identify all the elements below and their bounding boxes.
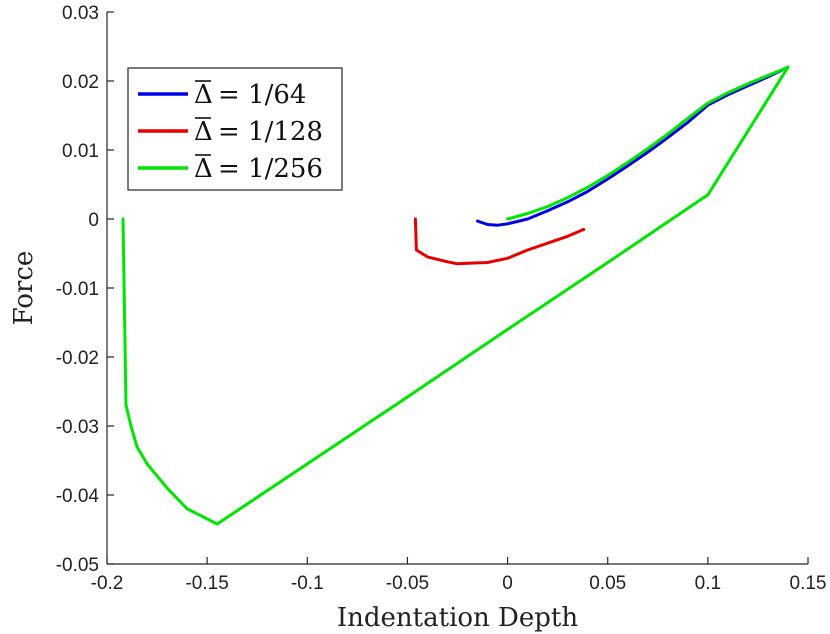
legend-entry-label: = 1/64 — [218, 80, 306, 110]
y-tick-label: -0.03 — [56, 417, 99, 438]
y-tick-label: -0.04 — [56, 486, 100, 507]
y-tick-label: -0.05 — [56, 555, 99, 576]
legend-entry-label: = 1/256 — [218, 154, 323, 184]
series-line-1 — [413, 217, 586, 266]
y-tick-label: 0.01 — [62, 141, 99, 162]
y-tick-label: 0.03 — [62, 3, 99, 24]
x-tick-label: -0.1 — [291, 573, 324, 594]
series-line-2 — [121, 65, 790, 526]
y-tick-label: -0.01 — [56, 279, 99, 300]
y-axis-title: Force — [9, 251, 39, 326]
legend-entry-label: = 1/128 — [218, 117, 323, 147]
y-tick-label: -0.02 — [56, 348, 99, 369]
x-axis-title: Indentation Depth — [337, 603, 578, 633]
series-layer — [121, 65, 790, 526]
x-tick-label: -0.2 — [91, 573, 124, 594]
x-tick-label: 0 — [502, 573, 513, 594]
x-tick-label: -0.15 — [185, 573, 228, 594]
x-tick-label: 0.05 — [589, 573, 626, 594]
y-tick-label: 0.02 — [62, 72, 99, 93]
legend-delta-symbol: Δ — [194, 117, 213, 147]
x-tick-label: 0.1 — [695, 573, 721, 594]
series-line-3 — [506, 65, 790, 221]
legend-delta-symbol: Δ — [194, 154, 213, 184]
series-line-0 — [476, 65, 790, 227]
x-tick-label: 0.15 — [790, 573, 827, 594]
y-tick-label: 0 — [88, 210, 99, 231]
legend-delta-symbol: Δ — [194, 80, 213, 110]
axes-layer: -0.2 -0.15 -0.1 -0.05 0 0.05 0.1 0.15 -0.05 -0.04… — [56, 3, 827, 594]
x-tick-label: -0.05 — [386, 573, 429, 594]
